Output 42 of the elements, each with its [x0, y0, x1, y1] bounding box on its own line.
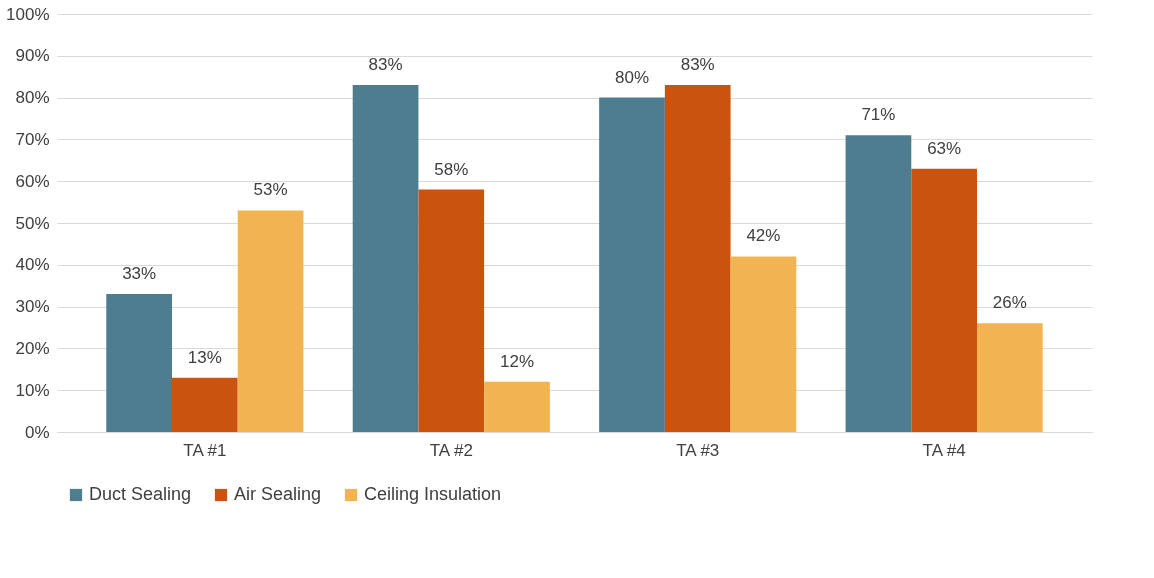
data-label: 83% — [680, 55, 715, 75]
data-label: 58% — [434, 159, 469, 179]
data-label: 63% — [927, 138, 962, 158]
legend-label: Duct Sealing — [89, 484, 192, 504]
bar — [484, 381, 550, 432]
y-tick-label: 0% — [24, 422, 50, 442]
bar — [599, 97, 665, 432]
y-tick-label: 40% — [15, 255, 50, 275]
y-tick-label: 60% — [15, 171, 50, 191]
y-tick-label: 80% — [15, 88, 50, 108]
y-tick-label: 30% — [15, 297, 50, 317]
y-tick-label: 90% — [15, 46, 50, 66]
bar — [418, 189, 485, 432]
bar — [106, 294, 172, 432]
data-label: 71% — [861, 105, 896, 125]
y-tick-label: 20% — [15, 338, 50, 358]
bar — [352, 85, 419, 432]
data-label: 13% — [187, 347, 222, 367]
data-label: 12% — [499, 351, 535, 371]
bar — [911, 168, 977, 432]
y-tick-label: 100% — [6, 4, 50, 24]
bar — [172, 377, 238, 432]
legend-label: Air Sealing — [234, 484, 322, 504]
bar — [237, 210, 304, 432]
bar — [977, 323, 1043, 432]
x-tick-label: TA #3 — [676, 440, 720, 460]
data-label: 33% — [122, 264, 157, 284]
x-tick-label: TA #4 — [922, 440, 966, 460]
y-tick-label: 50% — [15, 213, 50, 233]
data-label: 42% — [746, 226, 781, 246]
y-tick-label: 70% — [15, 129, 50, 149]
bar — [730, 256, 797, 432]
bar — [664, 85, 731, 432]
data-label: 26% — [992, 293, 1027, 313]
data-label: 83% — [368, 55, 403, 75]
data-label: 80% — [614, 67, 650, 87]
bar — [845, 135, 912, 432]
x-tick-label: TA #2 — [429, 440, 473, 460]
legend-label: Ceiling Insulation — [364, 484, 502, 504]
x-tick-label: TA #1 — [183, 440, 227, 460]
data-label: 53% — [253, 180, 288, 200]
y-tick-label: 10% — [15, 380, 50, 400]
